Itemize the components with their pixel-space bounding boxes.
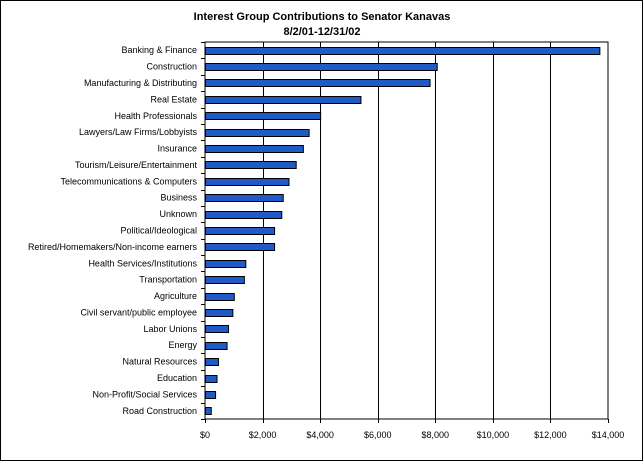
- category-label: Political/Ideological: [120, 226, 197, 236]
- category-label: Insurance: [157, 144, 197, 154]
- bar: [205, 79, 431, 87]
- bar: [205, 260, 247, 268]
- x-tick-label: $4,000: [306, 430, 334, 440]
- bar: [205, 194, 284, 202]
- x-tick-label: $12,000: [534, 430, 567, 440]
- bar: [205, 342, 228, 350]
- bar: [205, 63, 438, 71]
- category-label: Manufacturing & Distributing: [84, 78, 197, 88]
- bar: [205, 407, 212, 415]
- category-label: Non-Profit/Social Services: [92, 389, 197, 399]
- category-label: Unknown: [159, 209, 197, 219]
- chart-subtitle: 8/2/01-12/31/02: [283, 26, 360, 38]
- bar: [205, 47, 601, 55]
- bar: [205, 243, 276, 251]
- category-label: Banking & Finance: [121, 45, 197, 55]
- bar: [205, 227, 276, 235]
- bar: [205, 358, 219, 366]
- category-label: Lawyers/Law Firms/Lobbyists: [79, 127, 198, 137]
- category-label: Transportation: [139, 275, 197, 285]
- x-tick-label: $2,000: [249, 430, 277, 440]
- category-label: Real Estate: [150, 94, 197, 104]
- category-label: Tourism/Leisure/Entertainment: [75, 160, 198, 170]
- category-label: Retired/Homemakers/Non-income earners: [28, 242, 198, 252]
- category-label: Energy: [168, 340, 197, 350]
- category-label: Natural Resources: [122, 357, 197, 367]
- x-tick-label: $6,000: [364, 430, 392, 440]
- category-label: Health Professionals: [114, 111, 197, 121]
- category-label: Road Construction: [122, 406, 197, 416]
- bar: [205, 112, 322, 120]
- bar: [205, 293, 235, 301]
- x-tick-label: $0: [200, 430, 210, 440]
- category-label: Education: [157, 373, 197, 383]
- bar: [205, 161, 297, 169]
- bar: [205, 178, 290, 186]
- category-label: Labor Unions: [143, 324, 197, 334]
- bar: [205, 96, 362, 104]
- x-tick-label: $10,000: [477, 430, 510, 440]
- bar: [205, 276, 245, 284]
- bar: [205, 325, 230, 333]
- bar: [205, 145, 304, 153]
- bar: [205, 391, 217, 399]
- bar: [205, 129, 310, 137]
- x-tick-label: $14,000: [592, 430, 625, 440]
- category-label: Health Services/Institutions: [88, 258, 197, 268]
- category-label: Construction: [146, 62, 197, 72]
- category-label: Business: [160, 193, 197, 203]
- chart-title: Interest Group Contributions to Senator …: [194, 11, 451, 23]
- bar: [205, 375, 218, 383]
- x-tick-label: $8,000: [422, 430, 450, 440]
- category-label: Civil servant/public employee: [80, 307, 197, 317]
- bar: [205, 211, 283, 219]
- category-label: Agriculture: [154, 291, 197, 301]
- category-label: Telecommunications & Computers: [60, 176, 197, 186]
- bar: [205, 309, 234, 317]
